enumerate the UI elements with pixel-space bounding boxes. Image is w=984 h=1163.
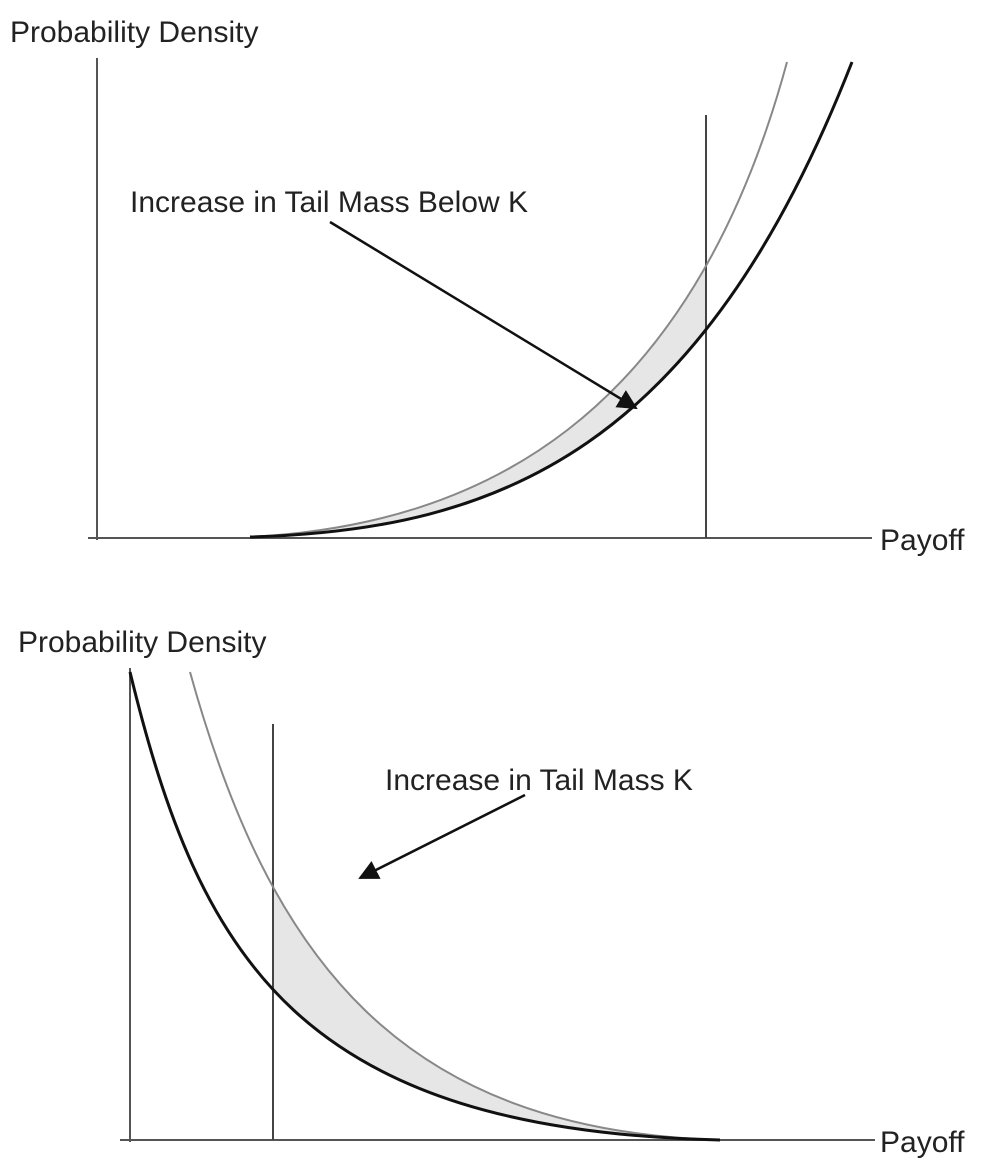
annotation: Increase in Tail Mass Below K <box>130 186 528 219</box>
shaded-area <box>250 265 706 537</box>
shaded-area <box>273 886 720 1140</box>
x-label: Payoff <box>880 524 965 557</box>
y-label: Probability Density <box>18 626 266 659</box>
annotation: Increase in Tail Mass K <box>385 764 693 797</box>
curve-black <box>249 61 854 539</box>
panel-top: Probability Density Payoff Increase in T… <box>10 16 965 557</box>
curve-gray <box>189 671 721 1141</box>
y-label: Probability Density <box>10 16 258 49</box>
arrow <box>329 220 638 410</box>
arrow <box>358 793 526 880</box>
panel-bottom: Probability Density Payoff Increase in T… <box>18 626 965 1159</box>
curve-gray <box>249 61 788 538</box>
curve-black <box>128 671 721 1142</box>
x-label: Payoff <box>880 1126 965 1159</box>
